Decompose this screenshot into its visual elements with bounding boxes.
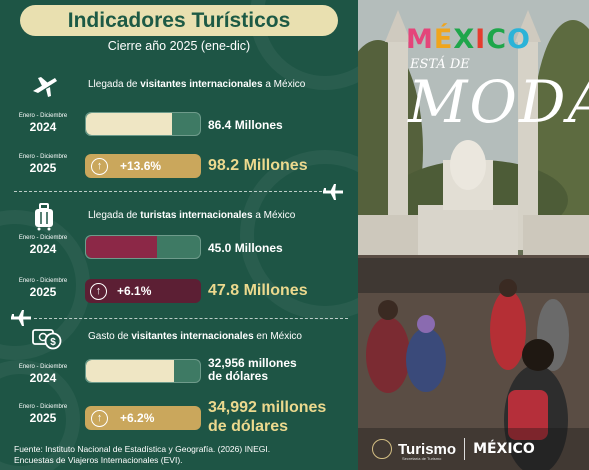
period-label: Enero - Diciembre 2025: [18, 154, 68, 175]
period-label: Enero - Diciembre 2025: [18, 278, 68, 299]
section-heading-visitors-spending: Gasto de visitantes internacionales en M…: [88, 331, 302, 342]
mexico-logo: MÉXICO: [473, 441, 535, 457]
arrow-up-icon: ↑: [91, 409, 108, 427]
promo-photo: MÉXICO ESTÁ DE MODA Turismo Secretaría d…: [358, 0, 589, 470]
suitcase-icon: [35, 203, 53, 231]
value-2024: 86.4 Millones: [208, 118, 283, 132]
value-2024: 45.0 Millones: [208, 241, 283, 255]
source-note: Fuente: Instituto Nacional de Estadístic…: [14, 444, 271, 465]
government-seal-icon: [372, 439, 392, 459]
money-icon: $: [32, 329, 62, 350]
divider: [464, 438, 466, 460]
value-2025: 47.8 Millones: [208, 282, 308, 299]
turismo-subtitle: Secretaría de Turismo: [402, 456, 442, 461]
progress-bar-2024: [85, 359, 201, 383]
change-percent: +6.1%: [117, 284, 152, 298]
section-heading-visitors-arrivals: Llegada de visitantes internacionales a …: [88, 79, 306, 90]
brand-logo: MÉXICO: [406, 24, 531, 55]
value-2024: 32,956 millones de dólares: [208, 356, 297, 383]
change-percent: +13.6%: [120, 159, 162, 173]
value-2025: 34,992 millones de dólares: [208, 399, 327, 435]
svg-text:$: $: [50, 337, 56, 348]
footer-logos: Turismo Secretaría de Turismo MÉXICO: [358, 428, 589, 470]
progress-bar-2024: [85, 112, 201, 136]
tagline-big: MODA: [408, 68, 589, 136]
turismo-logo: Turismo: [398, 440, 457, 458]
change-percent: +6.2%: [120, 411, 155, 425]
period-label: Enero - Diciembre 2024: [18, 364, 68, 385]
page-title: Indicadores Turísticos: [20, 5, 338, 36]
divider: [14, 191, 322, 192]
value-2025: 98.2 Millones: [208, 157, 308, 174]
indicators-panel: Indicadores Turísticos Cierre año 2025 (…: [0, 0, 358, 470]
monument-illustration: [358, 0, 589, 470]
divider: [34, 318, 348, 319]
airplane-icon: [323, 184, 343, 200]
period-label: Enero - Diciembre 2024: [18, 235, 68, 256]
change-bar-2025: ↑ +6.1%: [85, 279, 201, 303]
section-heading-tourists-arrivals: Llegada de turistas internacionales a Mé…: [88, 210, 296, 221]
change-bar-2025: ↑ +13.6%: [85, 154, 201, 178]
progress-bar-2024: [85, 235, 201, 259]
airplane-icon: [33, 77, 57, 97]
airplane-icon: [11, 310, 31, 326]
page-subtitle: Cierre año 2025 (ene-dic): [107, 39, 251, 53]
tagline-small: ESTÁ DE: [410, 57, 470, 72]
change-bar-2025: ↑ +6.2%: [85, 406, 201, 430]
period-label: Enero - Diciembre 2025: [18, 404, 68, 425]
arrow-up-icon: ↑: [90, 282, 107, 300]
arrow-up-icon: ↑: [91, 157, 108, 175]
period-label: Enero - Diciembre 2024: [18, 113, 68, 134]
